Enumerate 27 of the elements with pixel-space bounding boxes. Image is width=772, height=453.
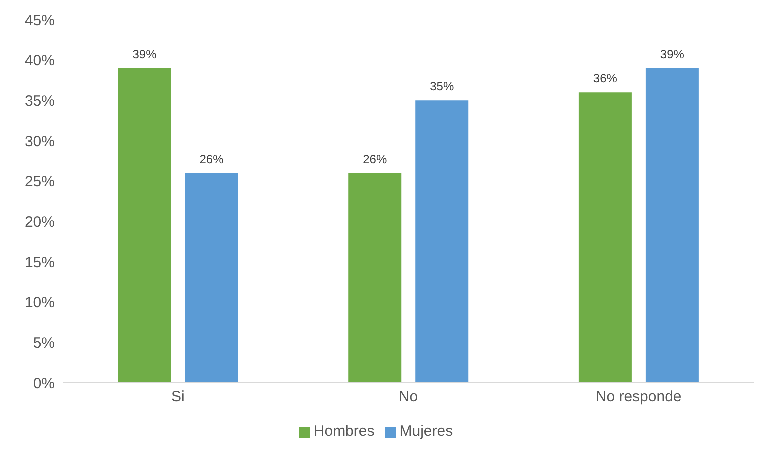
data-label: 39% (660, 47, 685, 62)
y-tick-label: 35% (24, 92, 55, 110)
data-label: 26% (363, 152, 388, 166)
y-tick-label: 5% (33, 334, 55, 352)
bar (348, 173, 402, 383)
data-label: 26% (200, 152, 224, 166)
x-tick-label: No responde (596, 388, 682, 406)
y-tick-label: 0% (33, 375, 55, 392)
y-tick-label: 25% (24, 174, 55, 191)
y-tick-label: 10% (24, 294, 55, 312)
legend-label: Hombres (314, 423, 375, 440)
x-tick-label: Si (171, 388, 185, 406)
bar (185, 173, 238, 383)
y-tick-label: 40% (24, 52, 55, 70)
data-label: 35% (430, 80, 454, 94)
bar (646, 68, 699, 383)
legend-label: Mujeres (400, 423, 454, 440)
y-tick-label: 15% (24, 254, 55, 272)
data-label: 36% (593, 72, 618, 86)
y-tick-label: 45% (24, 12, 55, 30)
x-tick-label: No (398, 388, 418, 406)
bar (416, 100, 469, 383)
y-tick-label: 30% (24, 133, 55, 150)
bar (578, 92, 632, 383)
bar (118, 68, 172, 383)
y-tick-label: 20% (24, 214, 55, 231)
data-label: 39% (132, 47, 158, 62)
